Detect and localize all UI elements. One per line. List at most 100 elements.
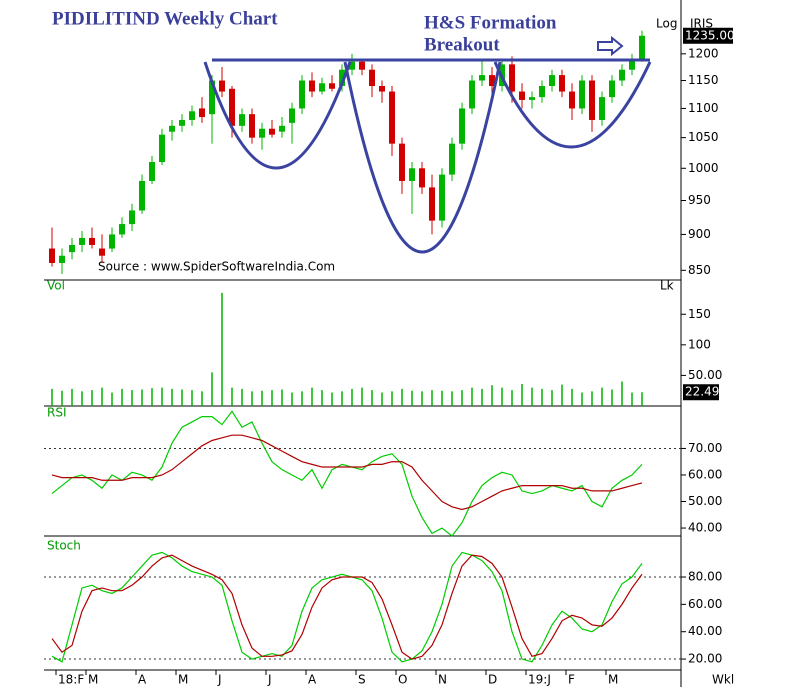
candle-body <box>419 168 425 188</box>
volume-bar <box>421 391 423 406</box>
volume-bar <box>371 390 373 406</box>
candle-body <box>549 75 555 87</box>
y-tick-label: 1000 <box>688 161 719 175</box>
source: Source : www.SpiderSoftwareIndia.Com <box>98 260 335 274</box>
y-tick-label: 50.00 <box>688 368 722 382</box>
volume-bar <box>51 388 53 406</box>
y-tick-label: 850 <box>688 263 711 277</box>
volume-bar <box>341 391 343 406</box>
candle-body <box>519 91 525 100</box>
volume-bar <box>641 392 643 406</box>
candle-body <box>129 210 135 225</box>
candle-body <box>489 75 495 87</box>
x-tick-label: A <box>308 673 317 687</box>
candle-body <box>439 174 445 221</box>
symbol: IRIS <box>690 17 713 31</box>
right-shoulder <box>493 61 652 149</box>
volume-bar <box>451 391 453 406</box>
candle-body <box>429 187 435 221</box>
x-tick-label: M <box>88 673 98 687</box>
candle-body <box>509 64 515 92</box>
candle-body <box>59 255 65 263</box>
volume-bar <box>611 389 613 406</box>
volume-bar <box>281 389 283 406</box>
volume-bar <box>401 388 403 406</box>
candle-body <box>169 125 175 132</box>
annotation: Breakout <box>424 34 500 55</box>
candle-body <box>279 125 285 132</box>
volume-bar <box>571 388 573 406</box>
volume-bar <box>361 387 363 406</box>
y-tick-label: 20.00 <box>688 652 722 666</box>
candle-body <box>289 108 295 123</box>
volume-bar <box>551 390 553 406</box>
candle-body <box>399 143 405 181</box>
volume-bar <box>171 388 173 406</box>
arrow <box>597 35 624 57</box>
volume-bar <box>71 388 73 406</box>
volume-bar <box>271 390 273 406</box>
panel-title: Vol <box>47 279 65 293</box>
candle-body <box>119 224 125 235</box>
volume-bar <box>311 387 313 406</box>
candle-body <box>259 128 265 138</box>
candle-body <box>79 237 85 245</box>
volume-bar <box>261 390 263 406</box>
volume-bar <box>531 387 533 406</box>
candle-body <box>479 75 485 81</box>
pattern <box>203 35 652 254</box>
candle-body <box>99 248 105 256</box>
candle-body <box>329 83 335 89</box>
head <box>343 61 502 254</box>
candle-body <box>109 234 115 249</box>
candle-body <box>349 61 355 70</box>
volume-bar <box>111 392 113 406</box>
candle-body <box>539 86 545 98</box>
volume-bar <box>321 390 323 406</box>
candle-body <box>69 244 75 253</box>
volume-bar <box>581 392 583 406</box>
volume-bar <box>61 390 63 406</box>
y-tick-label: 40.00 <box>688 521 722 535</box>
volume-bar <box>601 387 603 406</box>
y-tick-label: 900 <box>688 227 711 241</box>
last-value-label: 22.49 <box>685 385 719 399</box>
volume-bar <box>541 388 543 406</box>
volume-bar <box>491 385 493 406</box>
indicator-line <box>51 551 643 663</box>
y-tick-label: 60.00 <box>688 597 722 611</box>
candle-body <box>319 83 325 92</box>
candle-body <box>149 162 155 181</box>
x-tick-label: J <box>267 673 272 687</box>
x-tick-label: 18:F <box>58 673 84 687</box>
volume-bar <box>161 387 163 406</box>
left-shoulder <box>203 61 352 170</box>
panel-title: Stoch <box>47 539 81 553</box>
y-tick-label: 60.00 <box>688 467 722 481</box>
candle-body <box>249 114 255 138</box>
chart-title: PIDILITIND Weekly Chart <box>52 8 278 29</box>
candle-body <box>159 134 165 163</box>
volume-bar <box>631 392 633 406</box>
indicator-line <box>51 410 643 537</box>
interval-label: Wkl <box>712 673 734 687</box>
volume-bar <box>141 389 143 406</box>
candle-body <box>139 180 145 211</box>
volume-bar <box>231 387 233 406</box>
volume-bar <box>411 390 413 406</box>
y-tick-label: 70.00 <box>688 441 722 455</box>
y-tick-label: 1200 <box>688 46 719 60</box>
volume-bar <box>521 383 523 406</box>
y-tick-label: 1050 <box>688 130 719 144</box>
volume-bar <box>101 387 103 406</box>
volume-bar <box>81 391 83 406</box>
y-tick-label: 50.00 <box>688 494 722 508</box>
candle-body <box>229 88 235 126</box>
x-tick-label: M <box>608 673 618 687</box>
volume-bar <box>221 292 223 406</box>
candle-body <box>569 91 575 109</box>
indicator-line <box>51 554 643 660</box>
volume-bar <box>211 372 213 406</box>
y-tick-label: 100 <box>688 337 711 351</box>
